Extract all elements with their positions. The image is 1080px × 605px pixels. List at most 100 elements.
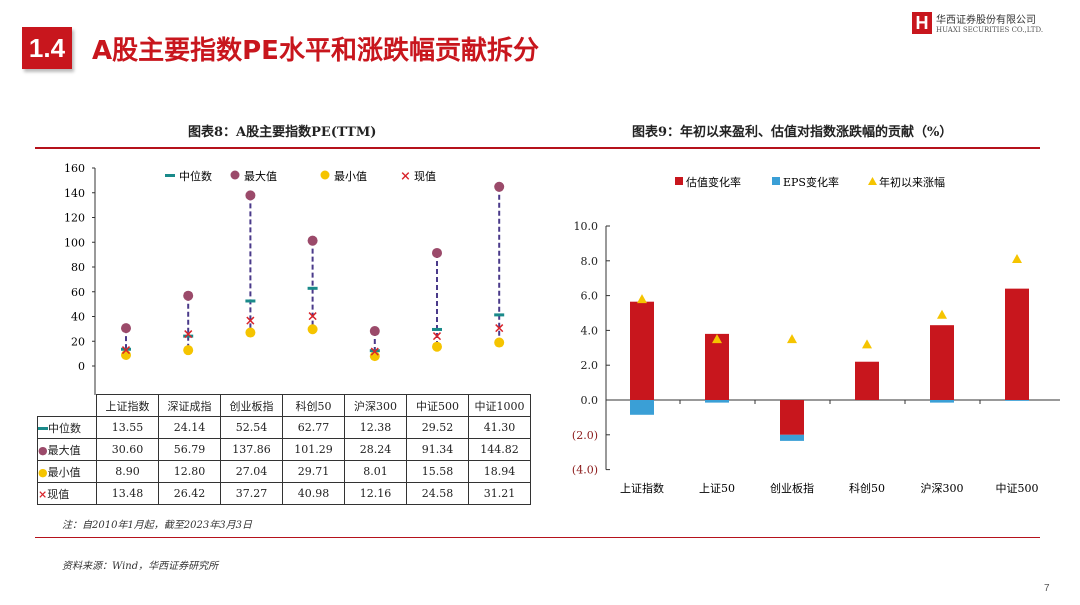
corner-cell [37,394,97,417]
table-cell: 31.21 [468,482,531,505]
ytd-marker [937,309,947,319]
source-note: 资料来源：Wind，华西证券研究所 [62,561,219,572]
min-point [245,327,256,338]
table-row: ×现值 13.48 26.42 37.27 40.98 12.16 24.58 31.21 [37,482,531,505]
row-label: ●最大值 [37,438,97,461]
ytd-marker [1012,254,1022,264]
row-label: ●最小值 [37,460,97,483]
column-header: 沪深300 [344,394,407,417]
table-cell: 52.54 [220,416,283,439]
median-point [245,299,256,303]
min-point [369,351,380,362]
ytd-marker [787,334,797,344]
table-cell: 27.04 [220,460,283,483]
table-cell: 28.24 [344,438,407,461]
logo-mark: H [912,11,932,34]
legend-label: 估值变化率 [686,175,741,189]
column-header: 科创50 [282,394,345,417]
max-point [183,290,194,301]
eps-bar [780,434,804,441]
max-point [245,190,256,201]
row-label: ×现值 [37,482,97,505]
table-row: ●最大值 30.60 56.79 137.86 101.29 28.24 91.34 144.… [37,438,531,461]
legend-marker [675,177,683,185]
table-cell: 26.42 [158,482,221,505]
y-tick-label: 8.0 [581,255,599,268]
legend-label: EPS变化率 [783,175,839,189]
page-number: 7 [1044,583,1050,594]
eps-bar [705,400,729,403]
valuation-bar [855,361,879,400]
legend-marker [320,170,330,180]
logo-cn: 华西证券股份有限公司 [936,15,1036,26]
max-point [121,323,131,334]
company-logo: H 华西证券股份有限公司 HUAXI SECURITIES CO.,LTD. [912,11,1043,34]
eps-bar [930,400,954,403]
legend-marker [772,177,780,185]
row-marker-icon: × [38,487,48,501]
page-title: A股主要指数PE水平和涨跌幅贡献拆分 [92,36,539,66]
min-point [307,324,318,335]
median-point [307,286,318,290]
table-cell: 137.86 [220,438,283,461]
current-point: × [369,344,381,360]
row-marker-icon: ● [38,465,48,479]
y-tick-label: 2.0 [581,359,599,372]
table-cell: 18.94 [468,460,531,483]
legend-label: 中位数 [179,169,212,183]
eps-bar [630,400,654,415]
section-number-badge: 1.4 [22,27,72,69]
y-tick-label: 4.0 [581,324,599,337]
x-tick-label: 中证500 [996,482,1039,495]
footer-divider [35,537,1040,538]
y-tick-label: 160 [64,162,85,175]
y-tick-label: 20 [71,335,85,348]
x-tick-label: 上证50 [699,482,735,495]
chart8-table: 上证指数 深证成指 创业板指 科创50 沪深300 中证500 中证1000 中位数 13.55… [37,394,531,505]
y-tick-label: 0.0 [581,394,599,407]
table-cell: 12.80 [158,460,221,483]
column-header: 创业板指 [220,394,283,417]
chart8-title: 图表8：A股主要指数PE(TTM) [188,125,377,140]
min-point [494,337,505,348]
table-cell: 30.60 [96,438,159,461]
y-tick-label: 6.0 [581,290,599,303]
legend-marker [868,177,877,185]
legend-label: 现值 [414,170,436,183]
max-point [307,235,318,246]
column-header: 中证500 [406,394,469,417]
table-cell: 144.82 [468,438,531,461]
legend-median-marker [165,174,175,177]
min-point [432,341,442,352]
y-tick-label: 120 [64,212,85,225]
table-cell: 41.30 [468,416,531,439]
chart9-title: 图表9：年初以来盈利、估值对指数涨跌幅的贡献（%） [632,125,953,140]
column-header: 中证1000 [468,394,531,417]
table-cell: 13.48 [96,482,159,505]
table-cell: 13.55 [96,416,159,439]
legend-label: 年初以来涨幅 [879,175,945,189]
valuation-bar [630,301,654,400]
current-point: × [493,320,505,336]
x-tick-label: 上证指数 [620,481,664,495]
current-point: × [431,329,443,345]
table-cell: 101.29 [282,438,345,461]
x-tick-label: 科创50 [849,481,885,495]
current-point: × [245,313,257,329]
legend-label: 最大值 [244,169,277,183]
current-point: × [182,326,194,342]
max-point [432,247,442,258]
table-header-row: 上证指数 深证成指 创业板指 科创50 沪深300 中证500 中证1000 [37,394,531,417]
ytd-marker [862,339,872,349]
table-cell: 12.16 [344,482,407,505]
column-header: 深证成指 [158,394,221,417]
y-tick-label: 140 [64,187,85,200]
y-tick-label: 100 [64,236,85,249]
row-label: 中位数 [37,416,97,439]
y-tick-label: 80 [71,261,85,274]
median-point [432,327,442,331]
table-cell: 15.58 [406,460,469,483]
logo-en: HUAXI SECURITIES CO.,LTD. [936,26,1044,34]
table-cell: 91.34 [406,438,469,461]
